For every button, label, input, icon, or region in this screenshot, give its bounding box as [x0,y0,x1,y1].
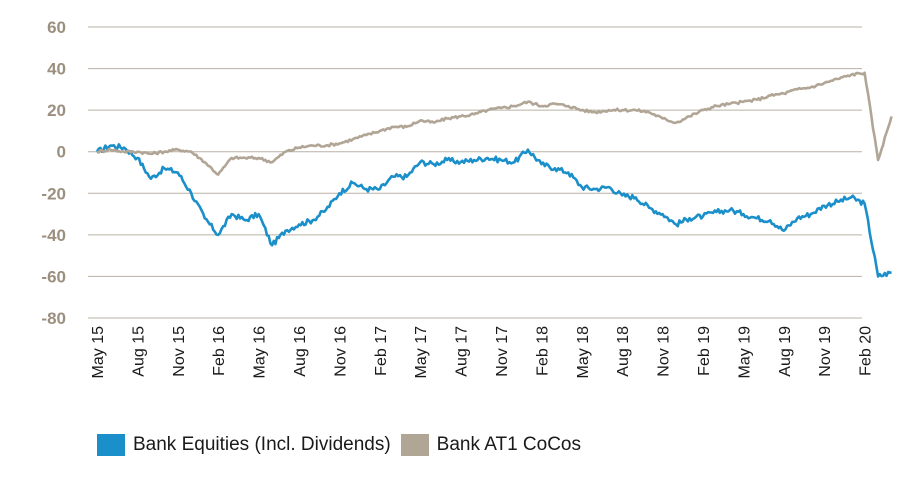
x-tick-label: Aug 15 [130,326,147,377]
x-tick-label: Nov 17 [494,326,511,377]
y-tick-label: 20 [47,101,66,120]
y-tick-label: -40 [41,226,66,245]
legend-item-bank-at1-cocos: Bank AT1 CoCos [400,434,581,456]
x-tick-label: Nov 16 [332,326,349,377]
x-tick-label: May 15 [90,326,107,379]
x-tick-label: Feb 19 [696,326,713,376]
legend-swatch-bank-at1-cocos [400,434,429,456]
x-tick-label: Aug 19 [777,326,794,377]
x-tick-label: Feb 16 [211,326,228,376]
x-tick-label: Nov 18 [656,326,673,377]
legend-label-bank-equities: Bank Equities (Incl. Dividends) [133,434,391,455]
series-line-bank-at1-cocos [96,71,893,176]
gridlines [88,26,862,319]
y-tick-label: -60 [41,267,66,286]
series-line-bank-equities [95,143,892,278]
series-lines [95,71,893,278]
y-axis-ticks: 60 40 20 0 -20 -40 -60 -80 [41,18,66,328]
legend-label-bank-at1-cocos: Bank AT1 CoCos [436,434,581,455]
x-tick-label: Nov 15 [171,326,188,377]
x-tick-label: May 19 [736,326,753,379]
x-tick-label: May 16 [252,326,269,379]
y-tick-label: -20 [41,184,66,203]
x-tick-label: Aug 16 [292,326,309,377]
legend-swatch-bank-equities [97,434,125,456]
y-tick-label: 60 [47,18,66,37]
x-tick-label: Feb 17 [373,326,390,376]
x-tick-label: May 18 [575,326,592,379]
x-axis-ticks: May 15 Aug 15 Nov 15 Feb 16 May 16 Aug 16 Nov … [90,326,875,379]
y-tick-label: 0 [57,143,66,162]
x-tick-label: Nov 19 [817,326,834,377]
x-tick-label: Aug 17 [454,326,471,377]
x-tick-label: Feb 20 [858,326,875,376]
y-tick-label: 40 [47,60,66,79]
x-tick-label: Aug 18 [615,326,632,377]
y-tick-label: -80 [41,309,66,328]
x-tick-label: May 17 [413,326,430,379]
legend: Bank Equities (Incl. Dividends) Bank AT1… [97,434,591,456]
legend-item-bank-equities: Bank Equities (Incl. Dividends) [97,434,391,456]
x-tick-label: Feb 18 [534,326,551,376]
